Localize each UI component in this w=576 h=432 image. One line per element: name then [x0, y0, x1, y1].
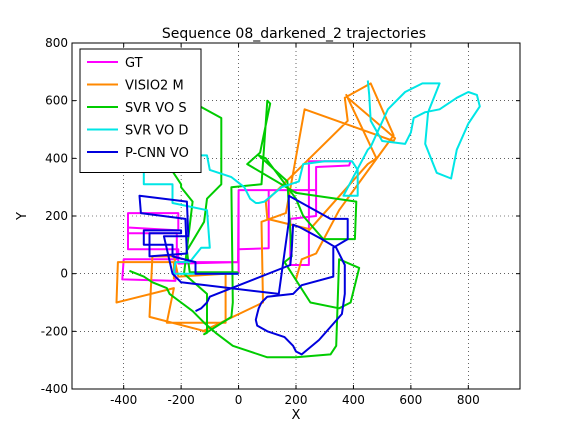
x-tick-label: 0: [235, 393, 243, 407]
x-tick-label: 200: [285, 393, 308, 407]
legend-label: VISIO2 M: [125, 79, 184, 94]
axis-ticks: -400 -200 0 200 400 600 800 -400 -200 0 200 400 600 8…: [41, 36, 520, 407]
series-line-svr-vo-d: [142, 80, 481, 275]
legend-label: GT: [125, 56, 143, 71]
y-tick-label: 600: [45, 94, 68, 108]
y-tick-label: 400: [45, 151, 68, 165]
legend: GT VISIO2 M SVR VO S SVR VO D P-CNN VO: [79, 48, 202, 173]
series-line-visio2-m: [115, 82, 397, 333]
y-tick-label: 800: [45, 36, 68, 50]
y-tick-label: 200: [45, 209, 68, 223]
y-axis-label: Y: [15, 212, 30, 221]
y-tick-label: 0: [60, 267, 68, 281]
x-tick-label: 800: [457, 393, 480, 407]
x-tick-label: -200: [168, 393, 195, 407]
series-layer: [115, 80, 481, 359]
x-tick-label: -400: [110, 393, 137, 407]
y-tick-label: -200: [41, 324, 68, 338]
y-tick-label: -400: [41, 382, 68, 396]
x-tick-label: 400: [342, 393, 365, 407]
x-tick-label: 600: [399, 393, 422, 407]
legend-label: P-CNN VO: [125, 146, 189, 161]
legend-label: SVR VO S: [125, 101, 187, 116]
series-line-p-cnn-vo: [138, 194, 349, 356]
x-axis-label: X: [292, 408, 301, 423]
chart-title: Sequence 08_darkened_2 trajectories: [162, 26, 426, 42]
legend-label: SVR VO D: [125, 124, 188, 139]
